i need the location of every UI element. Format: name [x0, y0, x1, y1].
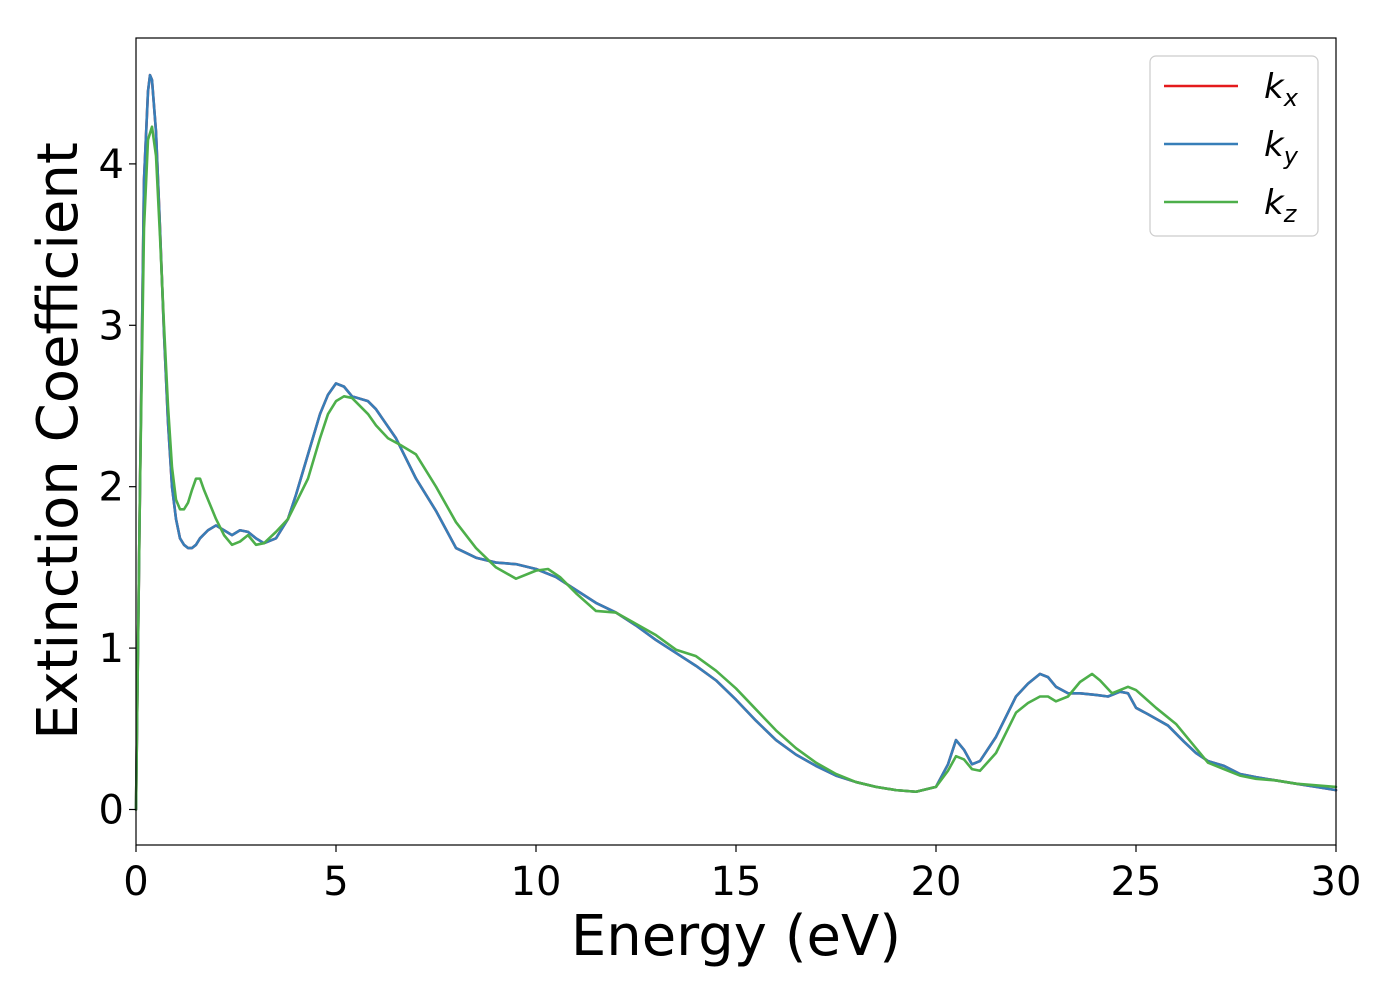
- x-tick-label: 10: [511, 859, 562, 905]
- x-axis-ticks: 0 5 10 15 20 25 30: [123, 845, 1361, 905]
- legend-label-k-y: ky: [1264, 125, 1299, 170]
- legend: kx ky kz: [1149, 55, 1319, 237]
- x-tick-label: 25: [1111, 859, 1162, 905]
- y-tick-label: 4: [99, 142, 124, 188]
- x-tick-label: 15: [711, 859, 762, 905]
- x-axis-title: Energy (eV): [571, 904, 901, 969]
- x-tick-label: 20: [911, 859, 962, 905]
- y-tick-label: 0: [99, 787, 124, 833]
- series-line-k-z: [134, 125, 1338, 811]
- x-tick-label: 5: [323, 859, 348, 905]
- legend-label-k-z: kz: [1264, 183, 1298, 228]
- x-tick-label: 30: [1311, 859, 1362, 905]
- plot-background: [136, 38, 1336, 845]
- y-tick-label: 1: [99, 626, 124, 672]
- series-layer: [134, 73, 1338, 811]
- y-axis-title: Extinction Coefficient: [26, 142, 91, 740]
- series-line-k-y: [134, 73, 1338, 811]
- y-tick-label: 3: [99, 303, 124, 349]
- y-axis-ticks: 0 1 2 3 4: [99, 142, 136, 833]
- legend-box: [1149, 55, 1319, 237]
- x-tick-label: 0: [123, 859, 148, 905]
- y-tick-label: 2: [99, 465, 124, 511]
- legend-label-k-x: kx: [1264, 67, 1299, 112]
